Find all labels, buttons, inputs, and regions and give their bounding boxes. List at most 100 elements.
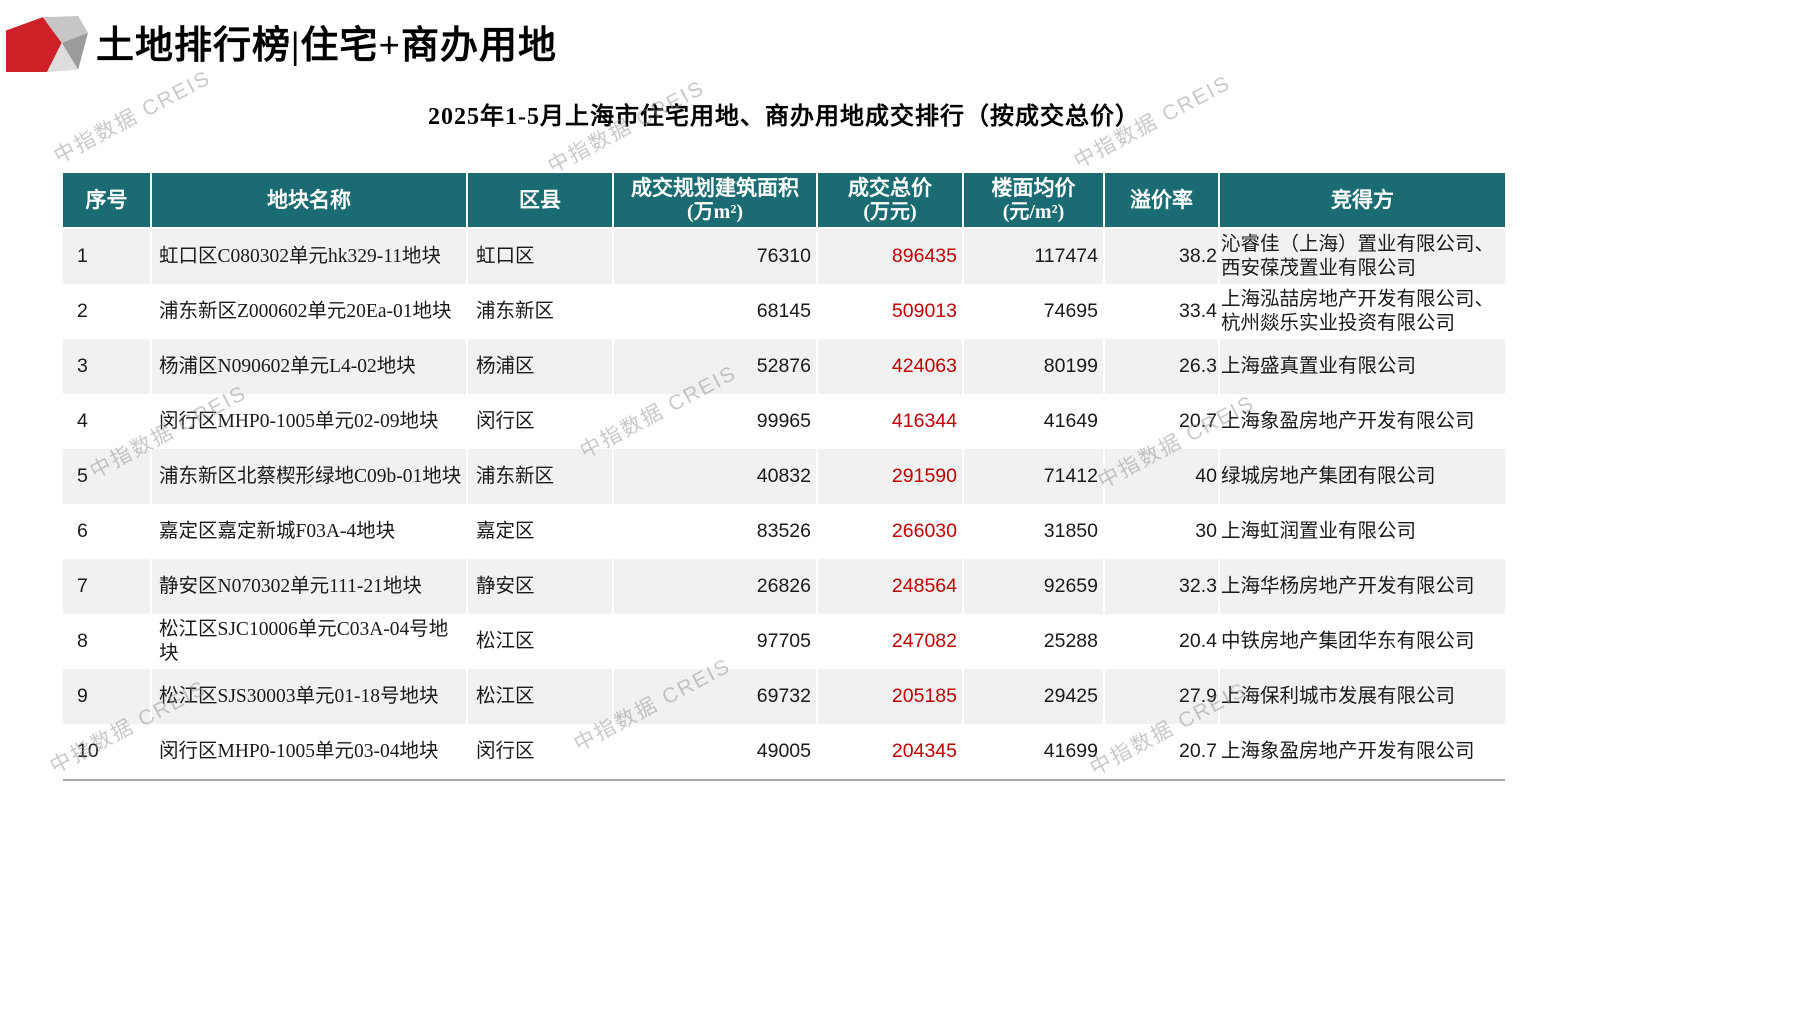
- cell-district: 闵行区: [466, 394, 612, 449]
- table-subtitle: 2025年1-5月上海市住宅用地、商办用地成交排行（按成交总价）: [428, 104, 1140, 130]
- header-floor-price: 楼面均价 (元/m²): [962, 173, 1103, 229]
- cell-planned-area: 49005: [612, 724, 816, 779]
- cell-parcel-name: 松江区SJC10006单元C03A-04号地块: [150, 614, 466, 669]
- cell-district: 杨浦区: [466, 339, 612, 394]
- cell-premium-rate: 27.9: [1103, 669, 1218, 724]
- cell-parcel-name: 虹口区C080302单元hk329-11地块: [150, 229, 466, 284]
- cell-parcel-name: 静安区N070302单元111-21地块: [150, 559, 466, 614]
- header-rank: 序号: [63, 173, 150, 229]
- cell-floor-price: 25288: [962, 614, 1103, 669]
- cell-winner: 上海华杨房地产开发有限公司: [1218, 559, 1505, 614]
- brand-logo: [6, 16, 88, 72]
- cell-rank: 9: [77, 684, 88, 707]
- cell-winner: 沁睿佳（上海）置业有限公司、西安葆茂置业有限公司: [1218, 229, 1505, 284]
- cell-district: 嘉定区: [466, 504, 612, 559]
- cell-winner: 上海保利城市发展有限公司: [1218, 669, 1505, 724]
- cell-planned-area: 40832: [612, 449, 816, 504]
- cell-winner: 上海泓喆房地产开发有限公司、杭州燚乐实业投资有限公司: [1218, 284, 1505, 339]
- cell-floor-price: 29425: [962, 669, 1103, 724]
- cell-total-price: 291590: [816, 449, 962, 504]
- cell-total-price: 248564: [816, 559, 962, 614]
- header-winner: 竞得方: [1218, 173, 1505, 229]
- cell-winner: 上海虹润置业有限公司: [1218, 504, 1505, 559]
- cell-rank: 10: [77, 739, 99, 762]
- cell-parcel-name: 嘉定区嘉定新城F03A-4地块: [150, 504, 466, 559]
- cell-district: 松江区: [466, 669, 612, 724]
- cell-winner: 绿城房地产集团有限公司: [1218, 449, 1505, 504]
- cell-rank: 3: [77, 354, 88, 377]
- cell-parcel-name: 松江区SJS30003单元01-18号地块: [150, 669, 466, 724]
- cell-premium-rate: 20.7: [1103, 394, 1218, 449]
- cell-planned-area: 68145: [612, 284, 816, 339]
- cell-floor-price: 117474: [962, 229, 1103, 284]
- page-title: 土地排行榜|住宅+商办用地: [96, 25, 558, 67]
- cell-rank: 8: [77, 629, 88, 652]
- cell-premium-rate: 30: [1103, 504, 1218, 559]
- cell-winner: 上海盛真置业有限公司: [1218, 339, 1505, 394]
- cell-district: 虹口区: [466, 229, 612, 284]
- cell-rank: 1: [77, 244, 88, 267]
- cell-total-price: 509013: [816, 284, 962, 339]
- cell-premium-rate: 26.3: [1103, 339, 1218, 394]
- table-bottom-rule: [63, 779, 1505, 781]
- cell-floor-price: 41649: [962, 394, 1103, 449]
- cell-premium-rate: 32.3: [1103, 559, 1218, 614]
- cell-planned-area: 26826: [612, 559, 816, 614]
- cell-district: 浦东新区: [466, 449, 612, 504]
- cell-total-price: 204345: [816, 724, 962, 779]
- table-row: 3 杨浦区N090602单元L4-02地块 杨浦区 52876 424063 8…: [63, 339, 1505, 394]
- table-row: 10 闵行区MHP0-1005单元03-04地块 闵行区 49005 20434…: [63, 724, 1505, 779]
- table-row: 9 松江区SJS30003单元01-18号地块 松江区 69732 205185…: [63, 669, 1505, 724]
- cell-rank: 5: [77, 464, 88, 487]
- cell-district: 闵行区: [466, 724, 612, 779]
- cell-total-price: 416344: [816, 394, 962, 449]
- cell-floor-price: 92659: [962, 559, 1103, 614]
- cell-floor-price: 71412: [962, 449, 1103, 504]
- cell-district: 静安区: [466, 559, 612, 614]
- cell-planned-area: 52876: [612, 339, 816, 394]
- cell-premium-rate: 20.4: [1103, 614, 1218, 669]
- header-planned-area: 成交规划建筑面积 (万m²): [612, 173, 816, 229]
- cell-district: 浦东新区: [466, 284, 612, 339]
- cell-premium-rate: 40: [1103, 449, 1218, 504]
- cell-premium-rate: 33.4: [1103, 284, 1218, 339]
- cell-winner: 上海象盈房地产开发有限公司: [1218, 394, 1505, 449]
- cell-planned-area: 83526: [612, 504, 816, 559]
- cell-parcel-name: 闵行区MHP0-1005单元02-09地块: [150, 394, 466, 449]
- table-row: 1 虹口区C080302单元hk329-11地块 虹口区 76310 89643…: [63, 229, 1505, 284]
- cell-floor-price: 80199: [962, 339, 1103, 394]
- table-row: 6 嘉定区嘉定新城F03A-4地块 嘉定区 83526 266030 31850…: [63, 504, 1505, 559]
- land-ranking-table: 序号 地块名称 区县 成交规划建筑面积 (万m²) 成交总价 (万元) 楼面均价 (元…: [63, 173, 1505, 779]
- cell-premium-rate: 38.2: [1103, 229, 1218, 284]
- cell-winner: 中铁房地产集团华东有限公司: [1218, 614, 1505, 669]
- cell-planned-area: 99965: [612, 394, 816, 449]
- cell-total-price: 896435: [816, 229, 962, 284]
- cell-total-price: 247082: [816, 614, 962, 669]
- cell-floor-price: 74695: [962, 284, 1103, 339]
- cell-parcel-name: 闵行区MHP0-1005单元03-04地块: [150, 724, 466, 779]
- table-row: 4 闵行区MHP0-1005单元02-09地块 闵行区 99965 416344…: [63, 394, 1505, 449]
- cell-total-price: 424063: [816, 339, 962, 394]
- header-parcel-name: 地块名称: [150, 173, 466, 229]
- cell-total-price: 205185: [816, 669, 962, 724]
- header-district: 区县: [466, 173, 612, 229]
- cell-floor-price: 31850: [962, 504, 1103, 559]
- cell-planned-area: 76310: [612, 229, 816, 284]
- table-header-row: 序号 地块名称 区县 成交规划建筑面积 (万m²) 成交总价 (万元) 楼面均价 (元…: [63, 173, 1505, 229]
- cell-floor-price: 41699: [962, 724, 1103, 779]
- header-premium-rate: 溢价率: [1103, 173, 1218, 229]
- cell-planned-area: 97705: [612, 614, 816, 669]
- table-row: 2 浦东新区Z000602单元20Ea-01地块 浦东新区 68145 5090…: [63, 284, 1505, 339]
- cell-total-price: 266030: [816, 504, 962, 559]
- cell-premium-rate: 20.7: [1103, 724, 1218, 779]
- cell-planned-area: 69732: [612, 669, 816, 724]
- cell-parcel-name: 浦东新区北蔡楔形绿地C09b-01地块: [150, 449, 466, 504]
- cell-rank: 4: [77, 409, 88, 432]
- cell-parcel-name: 杨浦区N090602单元L4-02地块: [150, 339, 466, 394]
- table-row: 7 静安区N070302单元111-21地块 静安区 26826 248564 …: [63, 559, 1505, 614]
- cell-rank: 2: [77, 299, 88, 322]
- cell-winner: 上海象盈房地产开发有限公司: [1218, 724, 1505, 779]
- cell-rank: 7: [77, 574, 88, 597]
- cell-parcel-name: 浦东新区Z000602单元20Ea-01地块: [150, 284, 466, 339]
- header-total-price: 成交总价 (万元): [816, 173, 962, 229]
